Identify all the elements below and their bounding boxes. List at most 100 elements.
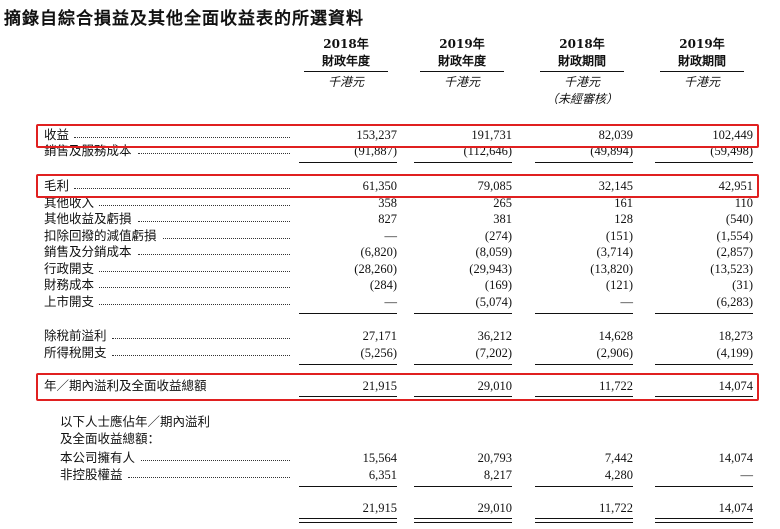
value-cell: 29,010 — [477, 501, 512, 515]
row-label: 非控股權益 — [60, 467, 123, 482]
table-row-attr-head2: 及全面收益總額： — [0, 431, 780, 447]
column-period: 財政年度 — [437, 54, 486, 68]
value-cell: 15,564 — [362, 451, 397, 465]
value-cell: 381 — [493, 212, 512, 226]
row-label: 銷售及分銷成本 — [44, 244, 132, 259]
column-unit: 千港元 — [683, 75, 720, 89]
row-label: 及全面收益總額： — [60, 431, 161, 446]
subtotal-rule — [535, 162, 633, 163]
leader-dots — [112, 338, 290, 339]
row-label: 財務成本 — [44, 277, 95, 292]
value-cell: 191,731 — [471, 128, 512, 142]
row-label: 所得稅開支 — [44, 345, 107, 360]
leader-dots — [137, 153, 290, 154]
value-cell: (28,260) — [354, 262, 397, 276]
value-cell: (2,906) — [596, 346, 633, 360]
table-row-other-income: 其他收入 358 265 161 110 — [0, 195, 780, 211]
value-cell: 29,010 — [477, 379, 512, 393]
value-cell: (6,820) — [360, 245, 397, 259]
row-label: 以下人士應佔年／期內溢利 — [60, 414, 211, 429]
value-cell: (121) — [605, 278, 633, 292]
subtotal-rule — [299, 313, 397, 314]
subtotal-rule — [655, 162, 753, 163]
leader-dots — [99, 271, 290, 272]
total-double-rule — [414, 518, 512, 523]
row-label: 上市開支 — [44, 294, 95, 309]
value-cell: 14,074 — [718, 379, 753, 393]
value-cell: (8,059) — [475, 245, 512, 259]
table-row-impairment: 扣除回撥的減值虧損 — (274) (151) (1,554) — [0, 228, 780, 244]
value-cell: 153,237 — [356, 128, 397, 142]
total-double-rule — [299, 518, 397, 523]
value-cell: (274) — [484, 229, 512, 243]
column-header-3: 2018年 財政期間 千港元 （未經審核） — [532, 36, 632, 108]
value-cell: (3,714) — [596, 245, 633, 259]
column-header-4: 2019年 財政期間 千港元 — [652, 36, 752, 91]
subtotal-rule — [655, 313, 753, 314]
value-cell: — — [384, 295, 398, 309]
table-row-finance: 財務成本 (284) (169) (121) (31) — [0, 277, 780, 293]
value-cell: 128 — [614, 212, 633, 226]
value-cell: 102,449 — [712, 128, 753, 142]
value-cell: 4,280 — [604, 468, 633, 482]
leader-dots — [99, 287, 290, 288]
leader-dots — [73, 137, 290, 138]
column-note: （未經審核） — [545, 92, 618, 106]
column-unit: 千港元 — [327, 75, 364, 89]
column-unit: 千港元 — [563, 75, 600, 89]
subtotal-rule — [535, 486, 633, 487]
table-row-admin: 行政開支 (28,260) (29,943) (13,820) (13,523) — [0, 261, 780, 277]
column-year: 2019年 — [439, 37, 485, 51]
subtotal-rule — [299, 162, 397, 163]
value-cell: (5,256) — [360, 346, 397, 360]
value-cell: 42,951 — [718, 179, 753, 193]
value-cell: (1,554) — [716, 229, 753, 243]
table-row-profit: 年／期內溢利及全面收益總額 21,915 29,010 11,722 14,074 — [0, 378, 780, 394]
column-header-2: 2019年 財政年度 千港元 — [412, 36, 512, 91]
column-rule — [660, 71, 744, 72]
leader-dots — [128, 477, 290, 478]
highlight-profit — [36, 373, 759, 401]
value-cell: (2,857) — [716, 245, 753, 259]
column-period: 財政期間 — [557, 54, 606, 68]
value-cell: 32,145 — [598, 179, 633, 193]
leader-dots — [137, 254, 290, 255]
total-double-rule — [655, 518, 753, 523]
value-cell: (7,202) — [475, 346, 512, 360]
column-header-1: 2018年 財政年度 千港元 — [296, 36, 396, 91]
subtotal-rule — [655, 364, 753, 365]
value-cell: 21,915 — [362, 501, 397, 515]
value-cell: (6,283) — [716, 295, 753, 309]
page-title: 摘錄自綜合損益及其他全面收益表的所選資料 — [4, 9, 364, 29]
leader-dots — [99, 205, 290, 206]
value-cell: 358 — [378, 196, 397, 210]
subtotal-rule — [655, 486, 753, 487]
row-label: 行政開支 — [44, 261, 95, 276]
total-double-rule — [535, 518, 633, 523]
value-cell: (169) — [484, 278, 512, 292]
column-rule — [304, 71, 388, 72]
row-label: 扣除回撥的減值虧損 — [44, 228, 157, 243]
row-label: 毛利 — [44, 178, 70, 193]
table-row-nci: 非控股權益 6,351 8,217 4,280 — — [0, 467, 780, 483]
table-row-gross: 毛利 61,350 79,085 32,145 42,951 — [0, 178, 780, 194]
value-cell: 11,722 — [599, 379, 633, 393]
value-cell: (31) — [732, 278, 753, 292]
subtotal-rule — [414, 486, 512, 487]
table-row-owners: 本公司擁有人 15,564 20,793 7,442 14,074 — [0, 450, 780, 466]
value-cell: 20,793 — [477, 451, 512, 465]
value-cell: 14,628 — [598, 329, 633, 343]
value-cell: (540) — [725, 212, 753, 226]
value-cell: 265 — [493, 196, 512, 210]
value-cell: 827 — [378, 212, 397, 226]
subtotal-rule — [414, 364, 512, 365]
value-cell: 14,074 — [718, 451, 753, 465]
table-row-selling: 銷售及分銷成本 (6,820) (8,059) (3,714) (2,857) — [0, 244, 780, 260]
column-rule — [420, 71, 504, 72]
column-unit: 千港元 — [443, 75, 480, 89]
value-cell: 110 — [734, 196, 753, 210]
leader-dots — [99, 304, 290, 305]
value-cell: 27,171 — [362, 329, 397, 343]
table-row-attr-head1: 以下人士應佔年／期內溢利 — [0, 414, 780, 430]
value-cell: (4,199) — [716, 346, 753, 360]
